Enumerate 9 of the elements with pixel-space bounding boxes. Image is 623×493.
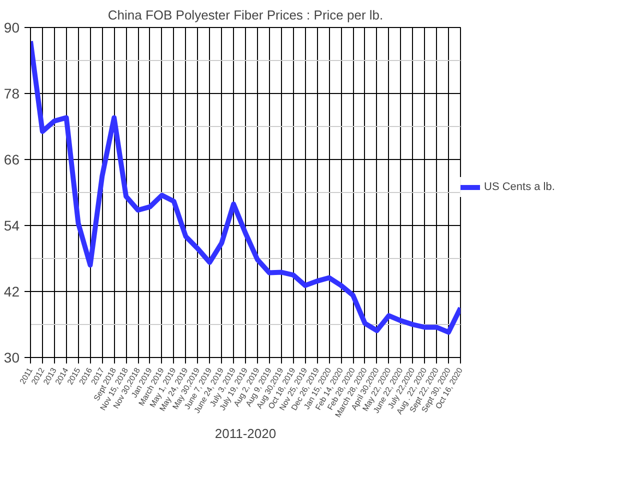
y-tick-label: 90 (4, 20, 20, 36)
y-tick-label: 54 (4, 218, 20, 234)
x-axis-title: 2011-2020 (214, 426, 276, 442)
y-tick-label: 30 (4, 350, 20, 366)
chart-title: China FOB Polyester Fiber Prices : Price per lb. (108, 8, 384, 22)
y-tick-label: 42 (4, 284, 20, 300)
y-tick-label: 66 (4, 152, 20, 168)
legend-label: US Cents a lb. (484, 181, 555, 193)
y-tick-label: 78 (4, 86, 20, 102)
